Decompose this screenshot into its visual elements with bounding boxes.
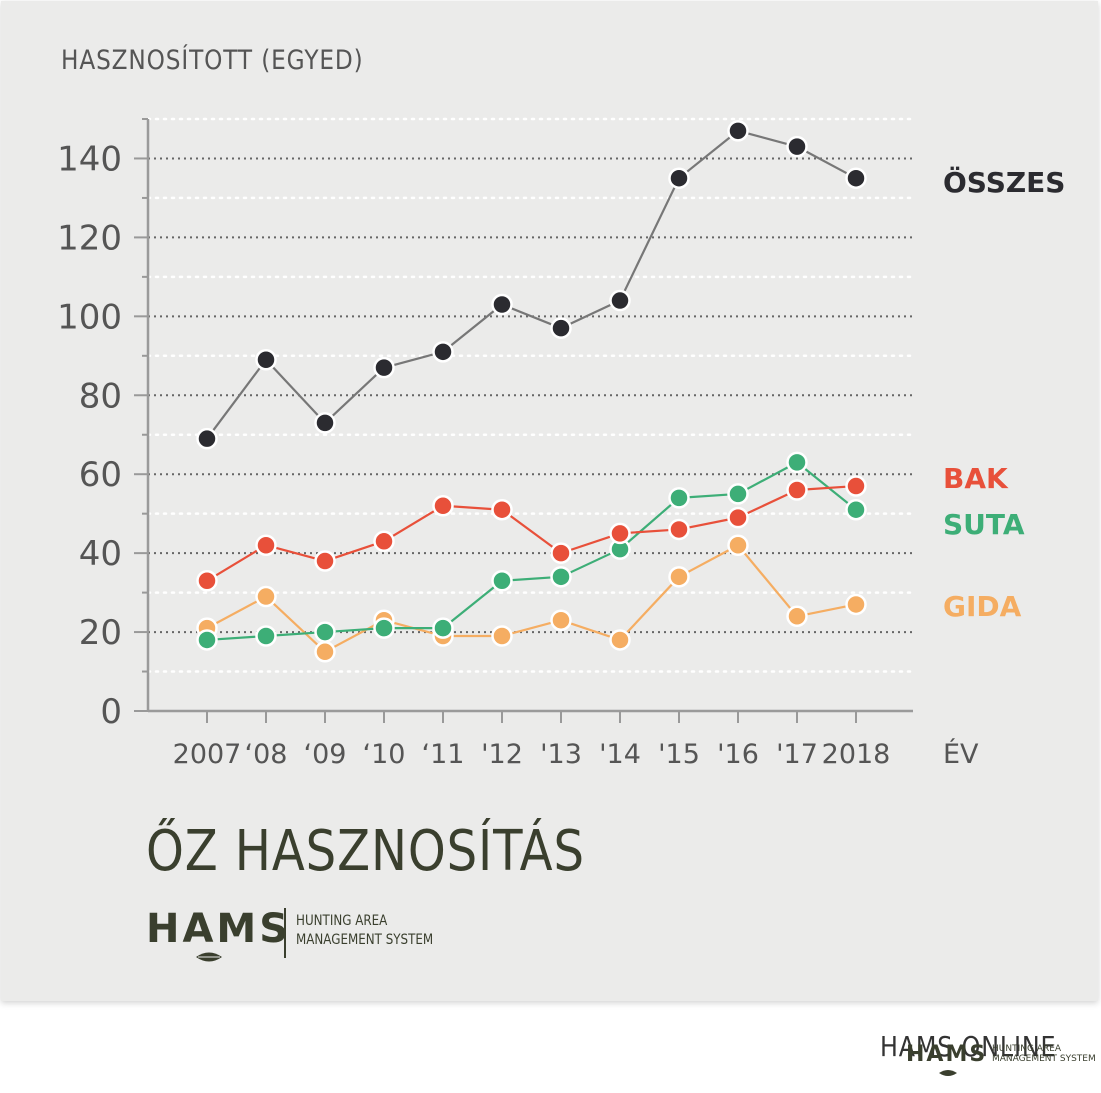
series-line-összes: [206, 129, 857, 440]
data-point-suta: [786, 451, 808, 474]
x-axis-label: ÉV: [943, 738, 979, 770]
logo-separator: [284, 908, 286, 958]
data-point-suta: [432, 617, 454, 639]
data-point-gida: [314, 641, 336, 663]
data-point-összes: [432, 341, 454, 363]
line-chart: 0 20 40 60 80 100 120 140 2007 ‘08 ‘09 ‘10 ‘11 '12 '13…: [57, 117, 1065, 770]
series-line-bak: [206, 484, 857, 582]
y-tick-label: 20: [79, 613, 122, 653]
x-tick-label: 2007: [173, 739, 242, 770]
data-point-bak: [196, 570, 218, 592]
data-point-gida: [609, 629, 631, 651]
x-tick-label: ‘08: [245, 739, 288, 770]
x-tick-label: '17: [776, 739, 818, 770]
footer-logo: HAMS ONLINE HAMS HUNTING AREA MANAGEMENT…: [880, 1030, 1096, 1080]
x-tick-label: ‘09: [304, 739, 347, 770]
leaf-icon: [196, 952, 222, 962]
data-point-bak: [432, 495, 454, 517]
chart-title: ŐZ HASZNOSÍTÁS: [146, 819, 585, 884]
x-tick-label: 2018: [822, 739, 891, 770]
x-tick-label: '14: [599, 739, 641, 770]
series-line-suta: [206, 461, 857, 642]
logo-word: HAMS: [146, 906, 292, 952]
data-point-gida: [668, 566, 690, 588]
series-label: GIDA: [943, 590, 1022, 623]
data-point-gida: [845, 593, 867, 616]
y-tick-label: 100: [57, 297, 122, 337]
logo-subtitle-2: MANAGEMENT SYSTEM: [296, 932, 434, 948]
data-point-suta: [727, 483, 749, 505]
logo-subtitle-1: HUNTING AREA: [296, 913, 388, 929]
y-tick-label: 120: [57, 218, 122, 258]
data-point-gida: [727, 534, 749, 556]
data-point-összes: [373, 356, 395, 379]
data-point-összes: [668, 167, 690, 189]
series-label: ÖSSZES: [943, 165, 1065, 199]
data-point-suta: [668, 487, 690, 509]
leaf-icon: [939, 1070, 957, 1076]
series-line-gida: [206, 544, 857, 653]
y-tick-label: 0: [100, 692, 122, 732]
data-point-gida: [255, 585, 277, 608]
y-tick-label: 60: [79, 455, 122, 495]
data-point-összes: [255, 348, 277, 371]
data-point-bak: [491, 498, 513, 521]
x-tick-label: '16: [717, 739, 759, 770]
y-tick-label: 40: [79, 534, 122, 574]
series-label: BAK: [943, 462, 1009, 495]
data-point-suta: [845, 498, 867, 521]
x-tick-label: '15: [658, 739, 700, 770]
x-tick-label: ‘10: [363, 739, 406, 770]
data-point-suta: [550, 566, 572, 588]
chart-card: HASZNOSÍTOTT (EGYED) 0 20 40 60 80 100 120 140 2…: [1, 1, 1098, 1001]
data-point-összes: [786, 135, 808, 158]
series-label: SUTA: [943, 508, 1025, 541]
data-point-bak: [727, 506, 749, 529]
data-point-összes: [550, 317, 572, 339]
data-point-suta: [491, 570, 513, 592]
data-point-gida: [491, 625, 513, 647]
data-point-bak: [845, 475, 867, 497]
data-point-összes: [314, 412, 336, 434]
y-tick-label: 80: [79, 376, 122, 416]
footer-subtitle-2: MANAGEMENT SYSTEM: [992, 1054, 1096, 1064]
data-point-bak: [609, 522, 631, 545]
data-point-suta: [373, 617, 395, 639]
y-axis-label: HASZNOSÍTOTT (EGYED): [61, 45, 364, 76]
data-point-összes: [727, 120, 749, 142]
data-point-suta: [314, 621, 336, 643]
x-tick-label: '12: [481, 739, 523, 770]
footer-wordmark: HAMS ONLINE: [880, 1030, 1057, 1063]
data-point-gida: [550, 609, 572, 631]
data-point-suta: [196, 629, 218, 651]
data-point-összes: [491, 293, 513, 316]
data-point-bak: [255, 534, 277, 556]
data-point-összes: [609, 289, 631, 312]
data-point-bak: [314, 550, 336, 572]
data-point-gida: [786, 605, 808, 628]
data-point-bak: [373, 530, 395, 553]
footer-subtitle-1: HUNTING AREA: [992, 1044, 1062, 1054]
data-point-bak: [550, 542, 572, 564]
data-point-összes: [845, 167, 867, 189]
y-tick-label: 140: [57, 139, 122, 179]
data-point-bak: [668, 518, 690, 541]
data-point-suta: [255, 625, 277, 647]
data-point-összes: [196, 427, 218, 450]
x-tick-label: ‘11: [422, 739, 465, 770]
footer-logo-word: HAMS: [906, 1042, 988, 1067]
data-point-bak: [786, 479, 808, 501]
x-tick-label: '13: [540, 739, 582, 770]
